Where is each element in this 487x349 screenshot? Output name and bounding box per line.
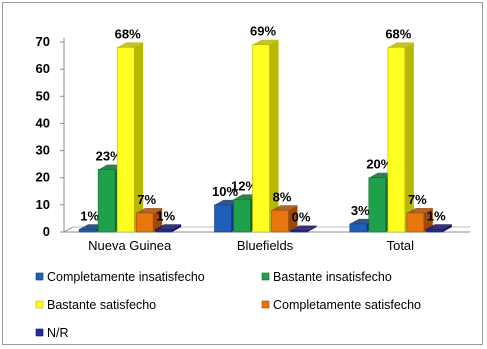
bar-top [425,224,452,230]
bar [349,223,368,233]
chart-frame [2,2,483,345]
bar-side [404,42,414,232]
data-label: 12% [231,178,257,193]
bar [214,204,232,233]
bar-top [136,208,163,213]
legend-swatch [35,328,44,337]
bar-top [155,224,182,230]
data-label: 3% [351,203,370,218]
bar-side [442,224,452,232]
bar [387,47,406,233]
bar [406,212,425,233]
bar-side [172,224,182,232]
bar-top [387,42,414,48]
bar [116,47,135,233]
y-tick-label: 50 [36,88,50,103]
bar-top [290,225,317,231]
data-label: 0% [292,210,311,225]
y-tick-label: 70 [36,34,50,49]
legend-swatch [261,272,270,281]
bar [368,177,387,233]
data-label: 8% [273,189,292,204]
bar-side [288,205,298,232]
y-tick-label: 10 [36,197,50,212]
data-label: 7% [137,192,156,207]
bar [233,199,251,233]
bar-side [423,208,433,232]
bar-top [117,42,144,48]
data-label: 7% [408,192,427,207]
legend-label: Bastante satisfecho [47,298,156,312]
bar [290,230,308,233]
bar-side [307,225,317,232]
bar [252,44,270,233]
data-label: 1% [427,208,446,223]
bar-side [153,208,163,232]
legend-label: Completamente insatisfecho [47,270,205,284]
bar [271,209,289,233]
legend-swatch [261,300,270,309]
y-tick-label: 0 [43,224,50,239]
bar [78,228,97,233]
legend-label: Bastante insatisfecho [273,270,392,284]
legend-label: Completamente satisfecho [273,298,421,312]
y-tick-label: 20 [36,170,50,185]
data-label: 1% [156,208,175,223]
bar [135,212,154,233]
legend-label: N/R [47,326,69,340]
data-label: 68% [115,26,141,41]
legend-swatch [35,300,44,309]
data-label: 23% [96,149,122,164]
bar-top [252,39,279,45]
y-tick-label: 30 [36,143,50,158]
category-label: Bluefields [237,238,294,253]
data-label: 68% [385,26,411,41]
category-label: Total [387,238,415,253]
bar [154,228,173,233]
y-tick-label: 40 [36,115,50,130]
bar-top [271,205,298,211]
legend-swatch [35,272,44,281]
data-label: 10% [212,184,238,199]
category-label: Nueva Guinea [88,238,172,253]
depth-edge [63,226,74,233]
bar-top [406,208,433,213]
data-label: 69% [250,24,276,39]
data-label: 1% [80,208,99,223]
bar [425,228,444,233]
bar-side [269,39,279,232]
bar [97,169,116,233]
data-label: 20% [366,157,392,172]
bar-side [134,42,144,232]
y-tick-label: 60 [36,61,50,76]
